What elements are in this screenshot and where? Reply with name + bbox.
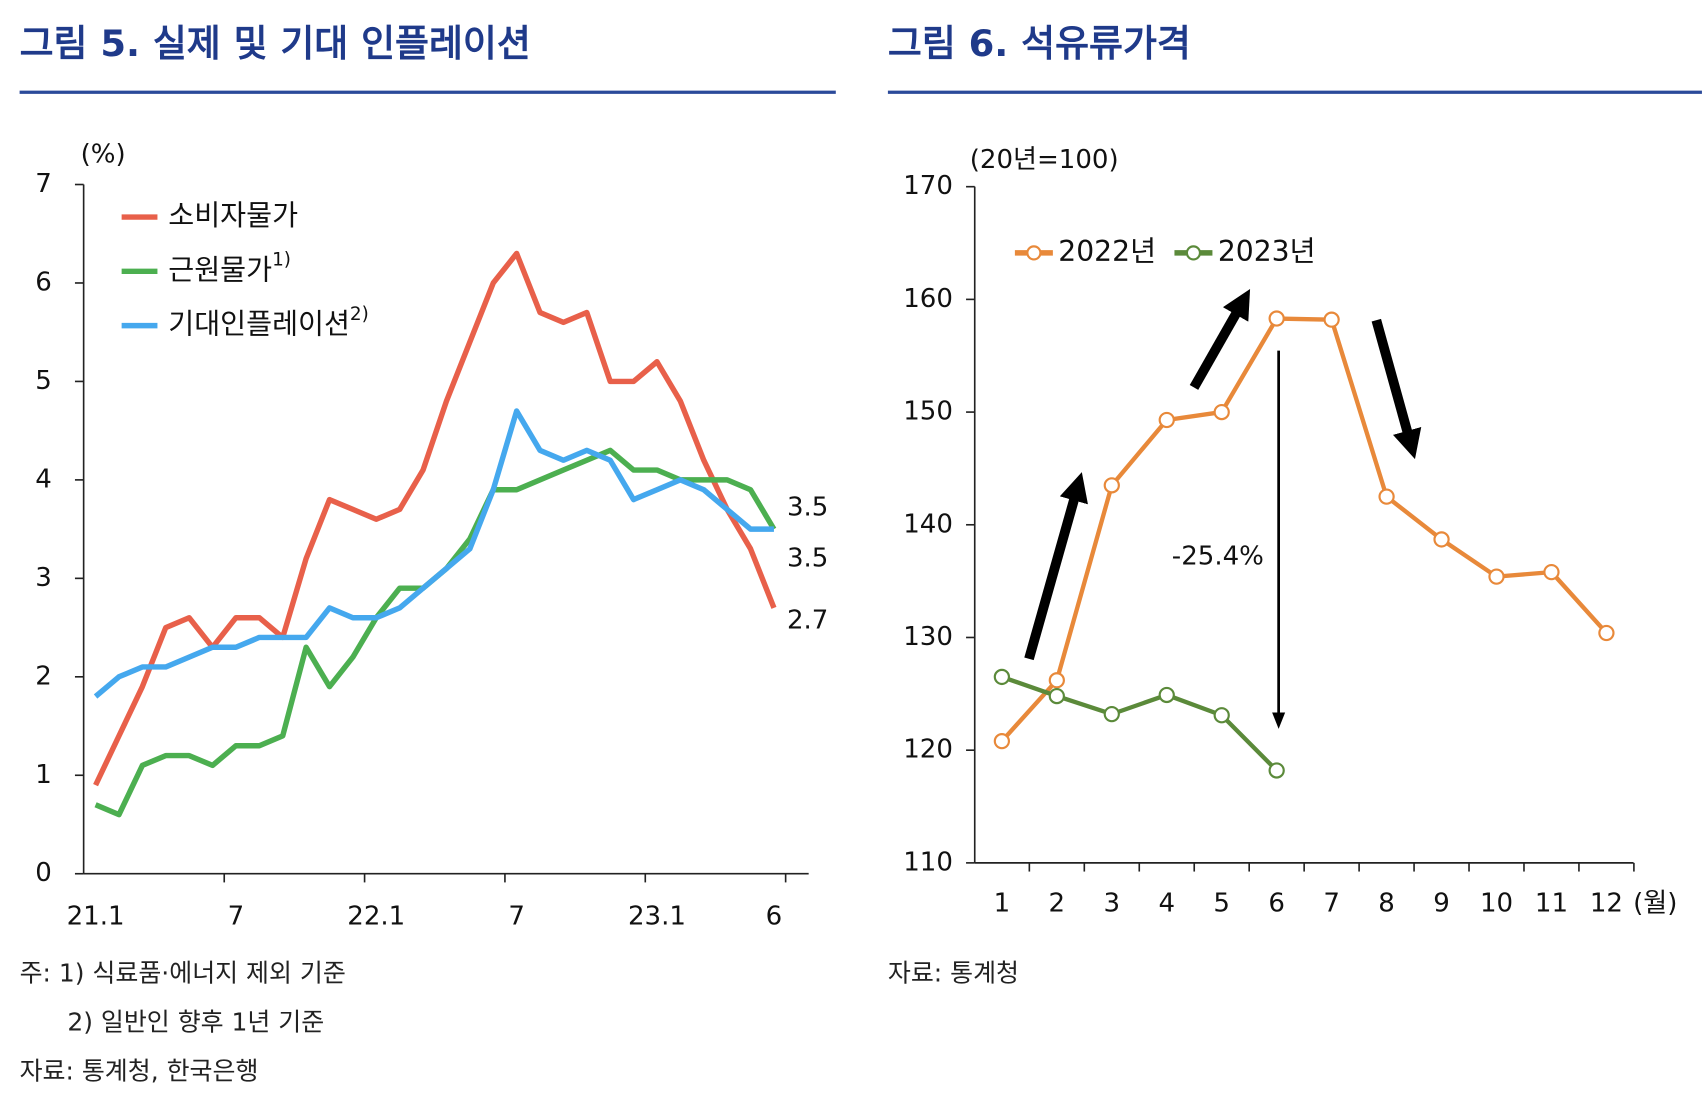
x-tick-label: 21.1: [67, 902, 125, 932]
y-tick-label: 150: [903, 397, 953, 427]
legend-name: 2022년: [1058, 235, 1156, 268]
x-tick-label: 7: [228, 902, 245, 932]
legend-name: 기대인플레이션: [168, 308, 350, 341]
legend-label: 2023년: [1218, 235, 1316, 268]
arrows: [1024, 289, 1422, 729]
series-line: [93, 250, 777, 787]
legend-label: 소비자물가: [168, 199, 298, 232]
x-tick-label: 6: [1268, 889, 1285, 919]
y-tick-label: 140: [903, 509, 953, 539]
footnote: 자료: 통계청: [888, 959, 1019, 988]
legend-note: 2): [350, 304, 369, 325]
legend-name: 2023년: [1218, 235, 1316, 268]
point-marker: [1268, 310, 1285, 327]
x-tick-label: 4: [1158, 889, 1175, 919]
y-tick-label: 120: [903, 735, 953, 765]
x-tick-label: 22.1: [347, 902, 405, 932]
legend-label: 기대인플레이션2): [168, 304, 369, 341]
y-tick-label: 0: [35, 858, 52, 888]
x-tick-label: 3: [1104, 889, 1121, 919]
y-tick-label: 130: [903, 622, 953, 652]
y-tick-label: 3: [35, 563, 52, 593]
point-marker: [1213, 707, 1230, 724]
y-tick-label: 1: [35, 760, 52, 790]
point-marker: [993, 733, 1011, 750]
y-tick-label: 4: [35, 464, 52, 494]
legend-note: 1): [272, 249, 291, 270]
end-label: 3.5: [787, 492, 828, 522]
point-marker: [1543, 563, 1560, 581]
footnote: 주: 1) 식료품·에너지 제외 기준: [20, 959, 346, 988]
point-marker: [993, 668, 1011, 686]
point-marker: [1323, 311, 1340, 328]
series-line: [1001, 674, 1279, 772]
x-tick-label: 5: [1213, 889, 1230, 919]
point-marker: [1158, 686, 1175, 704]
y-tick-label: 5: [35, 366, 52, 396]
y-tick-label: 170: [903, 171, 953, 201]
x-tick-label: 8: [1378, 889, 1395, 919]
x-tick-label: 11: [1535, 889, 1568, 919]
point-marker: [1213, 403, 1230, 421]
y-axis-unit: (%): [81, 140, 126, 170]
x-tick-label: 6: [766, 902, 783, 932]
footnote: 자료: 통계청, 한국은행: [20, 1056, 259, 1085]
series-line: [94, 447, 777, 818]
series-line: [93, 408, 774, 699]
y-tick-label: 2: [35, 661, 52, 691]
x-tick-label: 2: [1049, 889, 1066, 919]
chart-title: 그림 5. 실제 및 기대 인플레이션: [20, 22, 531, 65]
chart-title: 그림 6. 석유류가격: [888, 22, 1191, 65]
legend-marker: [1185, 245, 1202, 261]
x-tick-label: 10: [1480, 889, 1513, 919]
point-marker: [1598, 624, 1615, 642]
y-axis-unit: (20년=100): [970, 145, 1119, 175]
point-marker: [1378, 488, 1395, 505]
legend-marker: [1026, 245, 1042, 261]
series-line: [1000, 316, 1609, 743]
end-label: 2.7: [787, 605, 828, 635]
point-marker: [1048, 687, 1065, 705]
y-tick-label: 6: [35, 267, 52, 297]
point-marker: [1103, 477, 1120, 494]
x-tick-label: 7: [1323, 889, 1340, 919]
legend-label: 근원물가1): [168, 249, 291, 286]
x-tick-label: 12: [1590, 889, 1623, 919]
footnote: 2) 일반인 향후 1년 기준: [67, 1008, 324, 1037]
y-tick-label: 160: [903, 284, 953, 314]
y-tick-label: 110: [903, 847, 953, 877]
point-marker: [1048, 672, 1065, 689]
point-marker: [1158, 411, 1175, 429]
legend-label: 2022년: [1058, 235, 1156, 268]
end-label: 3.5: [787, 543, 828, 573]
annotation: -25.4%: [1172, 541, 1264, 571]
x-tick-label: 23.1: [628, 902, 686, 932]
x-tick-label: 9: [1433, 889, 1450, 919]
point-marker: [1103, 705, 1120, 723]
x-tick-label: 7: [508, 902, 525, 932]
legend-name: 소비자물가: [168, 199, 298, 232]
point-marker: [1433, 531, 1450, 548]
x-tick-label: 1: [994, 889, 1011, 919]
point-marker: [1488, 568, 1505, 585]
point-marker: [1268, 762, 1285, 779]
y-tick-label: 7: [35, 169, 52, 199]
legend-name: 근원물가: [168, 253, 272, 286]
x-axis-unit: (월): [1633, 889, 1677, 919]
